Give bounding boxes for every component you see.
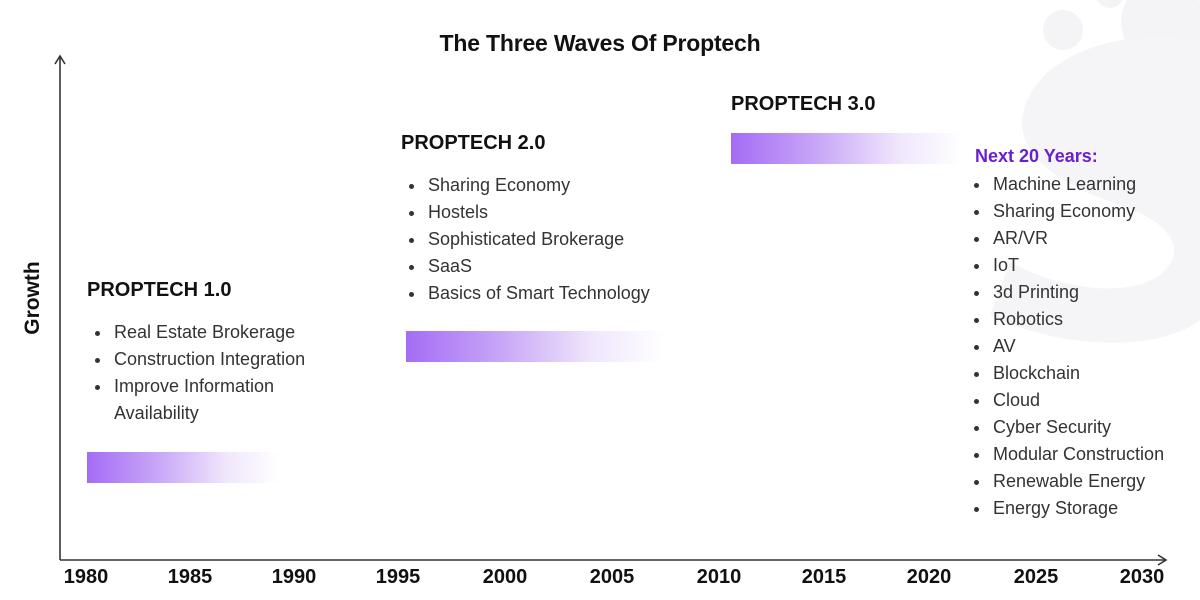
- wave-3-title: PROPTECH 3.0: [731, 93, 876, 115]
- y-axis-label: Growth: [21, 261, 44, 335]
- wave-2-bar: [406, 331, 664, 362]
- x-tick-label: 1990: [271, 566, 317, 588]
- list-item: Blockchain: [966, 360, 1191, 387]
- list-item: Basics of Smart Technology: [401, 280, 701, 307]
- list-item: Construction Integration: [87, 346, 337, 373]
- x-tick-label: 2000: [482, 566, 528, 588]
- chart-title: The Three Waves Of Proptech: [439, 30, 761, 56]
- list-item: Machine Learning: [966, 171, 1191, 198]
- wave-2-title: PROPTECH 2.0: [401, 132, 546, 154]
- list-item: Modular Construction: [966, 441, 1191, 468]
- list-item: Energy Storage: [966, 495, 1191, 522]
- list-item: Robotics: [966, 306, 1191, 333]
- wave-2-list: Sharing Economy Hostels Sophisticated Br…: [401, 172, 701, 307]
- list-item: Cyber Security: [966, 414, 1191, 441]
- list-item: SaaS: [401, 253, 701, 280]
- x-axis-arrow: [1157, 554, 1168, 566]
- x-tick-label: 2030: [1119, 566, 1165, 588]
- x-tick-label: 2015: [801, 566, 847, 588]
- wave-3-bar: [731, 133, 963, 164]
- x-tick-label: 1980: [63, 566, 109, 588]
- wave-1-list: Real Estate Brokerage Construction Integ…: [87, 319, 337, 427]
- list-item: Sophisticated Brokerage: [401, 226, 701, 253]
- list-item: Sharing Economy: [401, 172, 701, 199]
- list-item: Renewable Energy: [966, 468, 1191, 495]
- list-item: IoT: [966, 252, 1191, 279]
- list-item: AR/VR: [966, 225, 1191, 252]
- x-tick-label: 2025: [1013, 566, 1059, 588]
- x-tick-label: 2010: [696, 566, 742, 588]
- list-item: Hostels: [401, 199, 701, 226]
- list-item: Real Estate Brokerage: [87, 319, 337, 346]
- wave-1-title: PROPTECH 1.0: [87, 279, 232, 301]
- next-years-list: Machine Learning Sharing Economy AR/VR I…: [966, 171, 1191, 522]
- list-item: Improve Information Availability: [87, 373, 337, 427]
- list-item: AV: [966, 333, 1191, 360]
- next-years-label: Next 20 Years:: [975, 146, 1098, 166]
- list-item: Sharing Economy: [966, 198, 1191, 225]
- x-tick-label: 2020: [906, 566, 952, 588]
- list-item: 3d Printing: [966, 279, 1191, 306]
- x-tick-label: 1985: [167, 566, 213, 588]
- x-tick-label: 1995: [375, 566, 421, 588]
- x-tick-label: 2005: [589, 566, 635, 588]
- list-item: Cloud: [966, 387, 1191, 414]
- y-axis-arrow: [54, 54, 66, 65]
- wave-1-bar: [87, 452, 279, 483]
